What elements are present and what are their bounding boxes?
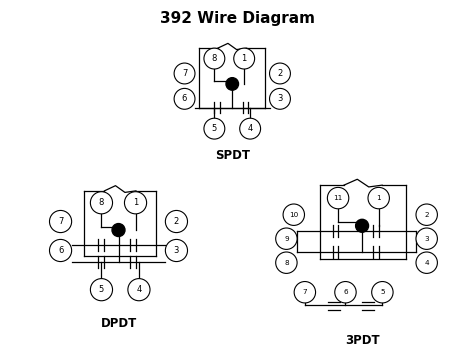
Circle shape [49, 211, 72, 233]
Circle shape [125, 192, 146, 214]
Text: 7: 7 [302, 289, 307, 295]
Text: 5: 5 [212, 124, 217, 133]
Circle shape [270, 88, 291, 109]
Circle shape [276, 252, 297, 273]
Circle shape [294, 282, 316, 303]
Circle shape [165, 239, 188, 262]
Text: 8: 8 [212, 54, 217, 63]
Text: 2: 2 [277, 69, 283, 78]
Text: SPDT: SPDT [215, 149, 250, 162]
Circle shape [234, 48, 255, 69]
Circle shape [372, 282, 393, 303]
Circle shape [226, 78, 238, 90]
Text: DPDT: DPDT [100, 317, 137, 330]
Text: 6: 6 [58, 246, 63, 255]
Text: 3: 3 [424, 236, 429, 242]
Circle shape [49, 239, 72, 262]
Text: 10: 10 [289, 212, 299, 218]
Circle shape [368, 187, 390, 209]
Text: 4: 4 [424, 260, 429, 266]
Circle shape [174, 88, 195, 109]
Text: 2: 2 [424, 212, 429, 218]
Text: 6: 6 [343, 289, 348, 295]
Circle shape [356, 219, 369, 232]
Text: 9: 9 [284, 236, 289, 242]
Text: 8: 8 [99, 198, 104, 207]
Circle shape [112, 224, 125, 236]
Circle shape [416, 252, 438, 273]
Circle shape [204, 118, 225, 139]
Text: 3: 3 [277, 94, 283, 103]
Text: 2: 2 [174, 217, 179, 226]
Circle shape [283, 204, 304, 225]
Circle shape [165, 211, 188, 233]
Text: 11: 11 [334, 195, 343, 201]
Circle shape [91, 279, 112, 301]
Text: 7: 7 [58, 217, 63, 226]
Circle shape [276, 228, 297, 250]
Text: 4: 4 [137, 285, 142, 294]
Circle shape [128, 279, 150, 301]
Text: 1: 1 [133, 198, 138, 207]
Circle shape [270, 63, 291, 84]
Text: 3: 3 [174, 246, 179, 255]
Circle shape [416, 228, 438, 250]
Text: 4: 4 [247, 124, 253, 133]
Circle shape [335, 282, 356, 303]
Text: 5: 5 [380, 289, 385, 295]
Circle shape [91, 192, 112, 214]
Circle shape [174, 63, 195, 84]
Circle shape [416, 204, 438, 225]
Text: 6: 6 [182, 94, 187, 103]
Text: 5: 5 [99, 285, 104, 294]
Text: 392 Wire Diagram: 392 Wire Diagram [159, 11, 315, 26]
Circle shape [204, 48, 225, 69]
Text: 3PDT: 3PDT [345, 334, 379, 347]
Text: 8: 8 [284, 260, 289, 266]
Text: 7: 7 [182, 69, 187, 78]
Circle shape [240, 118, 261, 139]
Circle shape [328, 187, 349, 209]
Text: 1: 1 [242, 54, 247, 63]
Text: 1: 1 [376, 195, 381, 201]
